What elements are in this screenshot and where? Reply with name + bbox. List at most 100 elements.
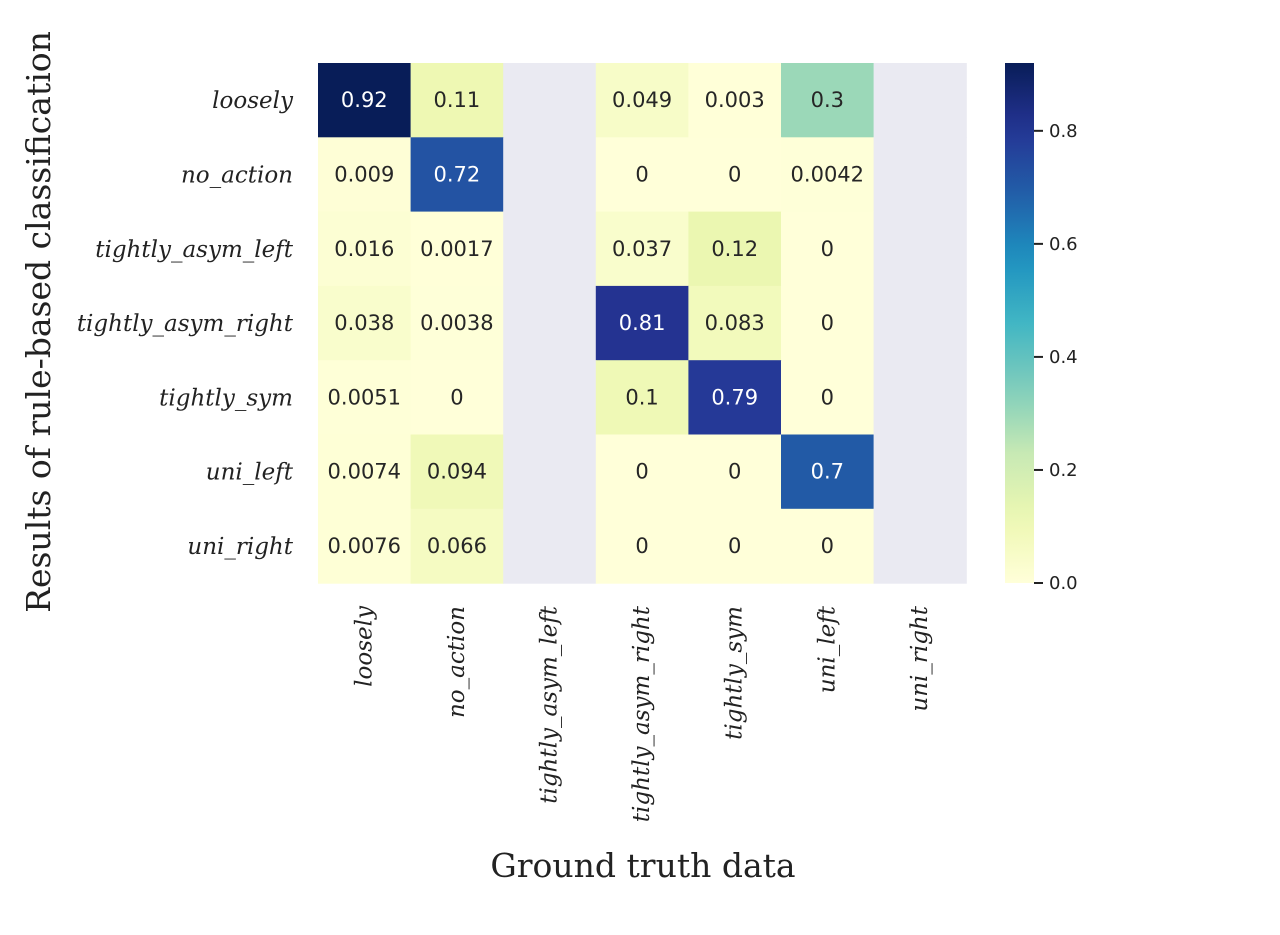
cell-value-label: 0 xyxy=(635,162,648,186)
colorbar-tick-label: 0.4 xyxy=(1049,347,1078,368)
heatmap-cell-empty-tightly-asym-right-tightly-asym-left xyxy=(503,285,597,361)
cell-value-label: 0 xyxy=(821,534,834,558)
x-tick-label-loosely: loosely xyxy=(351,605,377,687)
cell-value-label: 0 xyxy=(450,385,463,409)
colorbar-tick-label: 0.0 xyxy=(1049,573,1078,594)
colorbar-tick-label: 0.2 xyxy=(1049,460,1078,481)
heatmap-cell-tightly-asym-left-uni-left xyxy=(781,211,875,287)
y-tick-label-uni-left: uni_left xyxy=(206,460,294,486)
y-tick-labels: loosely no_action tightly_asym_lefttightly… xyxy=(77,88,294,560)
heatmap-cell-tightly-asym-right-tightly-asym-right xyxy=(595,285,689,361)
heatmap-cell-empty-loosely-uni-right xyxy=(873,63,967,138)
x-axis-title: Ground truth data xyxy=(490,846,795,885)
heatmap-cell-tightly-asym-right-loosely xyxy=(318,285,412,361)
heatmap-cell-uni-left-loosely xyxy=(318,434,412,510)
x-tick-labels: loosely no_action tightly_asym_left tightly… xyxy=(351,605,933,822)
x-tick-label-uni-left: uni_left xyxy=(814,605,840,693)
cell-value-label: 0.0051 xyxy=(328,385,401,409)
colorbar-gradient xyxy=(1005,63,1034,583)
cell-value-label: 0 xyxy=(728,534,741,558)
heatmap-cell-tightly-sym-loosely xyxy=(318,360,412,436)
heatmap-cell-tightly-sym-no-action xyxy=(410,360,504,436)
heatmap-cell-tightly-asym-right-uni-left xyxy=(781,285,875,361)
heatmap-cell-uni-left-no-action xyxy=(410,434,504,510)
cell-value-label: 0.094 xyxy=(427,460,487,484)
heatmap-cell-empty-no-action-uni-right xyxy=(873,137,967,213)
colorbar-tick-label: 0.6 xyxy=(1049,234,1078,255)
heatmap-cell-loosely-tightly-asym-right xyxy=(595,63,689,138)
heatmap-cell-empty-tightly-asym-right-uni-right xyxy=(873,285,967,361)
cell-value-label: 0.049 xyxy=(612,88,672,112)
cell-value-label: 0.1 xyxy=(625,385,658,409)
cell-value-label: 0.037 xyxy=(612,237,672,261)
y-tick-label-no-action: no_action xyxy=(181,162,293,188)
y-tick-label-loosely: loosely xyxy=(212,88,294,114)
cell-value-label: 0.003 xyxy=(705,88,765,112)
heatmap-cell-uni-left-tightly-sym xyxy=(688,434,782,510)
colorbar: 0.0 0.2 0.4 0.6 0.8 xyxy=(1005,63,1078,594)
heatmap-cell-empty-tightly-asym-left-uni-right xyxy=(873,211,967,287)
heatmap-cell-empty-tightly-asym-left-tightly-asym-left xyxy=(503,211,597,287)
heatmap-cell-uni-right-loosely xyxy=(318,508,412,584)
cell-value-label: 0.7 xyxy=(811,460,844,484)
cell-value-label: 0.3 xyxy=(811,88,844,112)
y-tick-label-tightly-asym-right: tightly_asym_right xyxy=(77,311,294,337)
cell-value-label: 0.066 xyxy=(427,534,487,558)
heatmap-cell-tightly-asym-right-tightly-sym xyxy=(688,285,782,361)
heatmap-cell-loosely-no-action xyxy=(410,63,504,138)
heatmap-cell-uni-right-no-action xyxy=(410,508,504,584)
heatmap-cell-loosely-tightly-sym xyxy=(688,63,782,138)
cell-value-label: 0.0074 xyxy=(328,460,401,484)
cell-value-label: 0.92 xyxy=(341,88,388,112)
cell-value-label: 0.038 xyxy=(334,311,394,335)
cell-value-label: 0.0017 xyxy=(420,237,493,261)
cell-value-label: 0.083 xyxy=(705,311,765,335)
heatmap-cell-empty-uni-right-tightly-asym-left xyxy=(503,508,597,584)
heatmap-cell-tightly-asym-right-no-action xyxy=(410,285,504,361)
cell-value-label: 0 xyxy=(728,162,741,186)
cell-value-label: 0.016 xyxy=(334,237,394,261)
heatmap-cell-tightly-asym-left-loosely xyxy=(318,211,412,287)
cell-value-label: 0.79 xyxy=(711,385,758,409)
heatmap-cell-empty-tightly-sym-uni-right xyxy=(873,360,967,436)
x-tick-label-no-action: no_action xyxy=(444,606,470,718)
heatmap-cell-no-action-loosely xyxy=(318,137,412,213)
heatmap-cell-loosely-loosely xyxy=(318,63,412,138)
heatmap-cell-empty-tightly-sym-tightly-asym-left xyxy=(503,360,597,436)
heatmap-cell-tightly-asym-left-no-action xyxy=(410,211,504,287)
heatmap-cell-uni-right-uni-left xyxy=(781,508,875,584)
x-tick-label-tightly-asym-left: tightly_asym_left xyxy=(537,605,563,804)
cell-value-label: 0 xyxy=(635,534,648,558)
cell-value-label: 0.0042 xyxy=(791,162,864,186)
cell-value-label: 0.81 xyxy=(619,311,666,335)
y-axis-title: Results of rule-based classification xyxy=(19,31,58,613)
heatmap-cell-loosely-uni-left xyxy=(781,63,875,138)
heatmap-cell-no-action-tightly-asym-right xyxy=(595,137,689,213)
cell-value-label: 0.0076 xyxy=(328,534,401,558)
heatmap-cell-tightly-sym-tightly-asym-right xyxy=(595,360,689,436)
heatmap-cell-no-action-uni-left xyxy=(781,137,875,213)
colorbar-tick-label: 0.8 xyxy=(1049,121,1078,142)
heatmap-cell-uni-right-tightly-asym-right xyxy=(595,508,689,584)
cell-value-label: 0.11 xyxy=(434,88,481,112)
cell-value-label: 0 xyxy=(821,237,834,261)
heatmap-cell-empty-uni-right-uni-right xyxy=(873,508,967,584)
heatmap-cell-no-action-no-action xyxy=(410,137,504,213)
heatmap-cell-uni-left-uni-left xyxy=(781,434,875,510)
heatmap-cell-no-action-tightly-sym xyxy=(688,137,782,213)
heatmap-cell-empty-uni-left-uni-right xyxy=(873,434,967,510)
x-tick-label-tightly-sym: tightly_sym xyxy=(722,606,748,740)
heatmap-cell-empty-loosely-tightly-asym-left xyxy=(503,63,597,138)
heatmap-cells: 0.92 0.11 0.049 0.003 0.3 0.009 0.72 0 0 0.0042 0.… xyxy=(318,63,967,584)
heatmap-cell-tightly-asym-left-tightly-sym xyxy=(688,211,782,287)
heatmap-cell-empty-uni-left-tightly-asym-left xyxy=(503,434,597,510)
x-tick-label-uni-right: uni_right xyxy=(907,605,933,711)
x-tick-label-tightly-asym-right: tightly_asym_right xyxy=(629,605,655,822)
cell-value-label: 0.72 xyxy=(434,162,481,186)
heatmap-cell-tightly-sym-tightly-sym xyxy=(688,360,782,436)
y-tick-label-tightly-sym: tightly_sym xyxy=(159,385,293,411)
heatmap-cell-tightly-asym-left-tightly-asym-right xyxy=(595,211,689,287)
cell-value-label: 0 xyxy=(821,385,834,409)
heatmap-cell-empty-no-action-tightly-asym-left xyxy=(503,137,597,213)
